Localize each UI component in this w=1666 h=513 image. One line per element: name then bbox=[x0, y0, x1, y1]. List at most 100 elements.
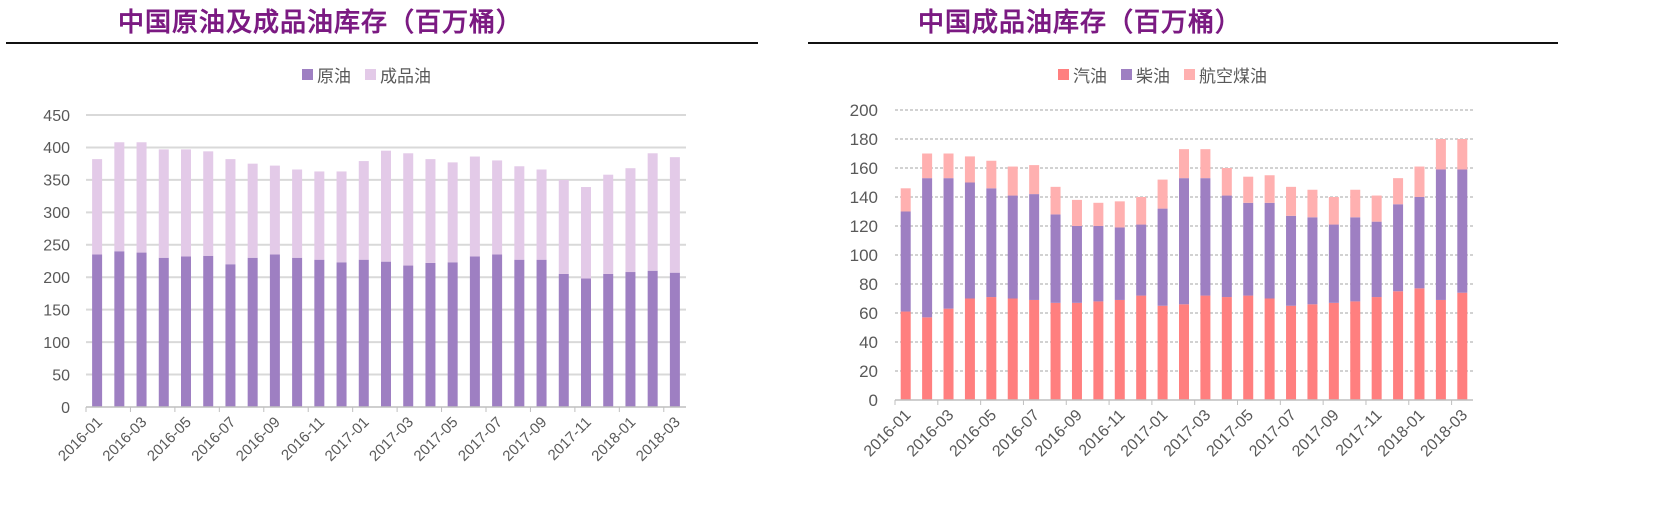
bar-stack-2016-01 bbox=[92, 159, 103, 407]
legend-label-diesel: 柴油 bbox=[1136, 67, 1170, 87]
bar-segment bbox=[314, 171, 325, 260]
legend-swatch-products bbox=[365, 69, 376, 80]
legend-item-products: 成品油 bbox=[365, 62, 431, 87]
bar-segment bbox=[900, 188, 911, 212]
bar-segment bbox=[1093, 226, 1104, 302]
bar-segment bbox=[1157, 305, 1168, 400]
y-tick-label: 180 bbox=[850, 130, 878, 149]
x-tick-label: 2016-01 bbox=[55, 414, 106, 465]
bar-stack-2016-07 bbox=[1029, 165, 1040, 400]
x-tick-label: 2016-03 bbox=[99, 414, 150, 465]
bar-segment bbox=[292, 169, 303, 258]
x-tick-label: 2017-03 bbox=[366, 414, 417, 465]
bar-segment bbox=[1136, 197, 1147, 225]
bar-stack-2016-08 bbox=[1050, 186, 1061, 400]
y-tick-label: 300 bbox=[43, 205, 70, 222]
bar-segment bbox=[447, 262, 458, 407]
bar-stack-2016-04 bbox=[158, 149, 169, 407]
y-tick-label: 120 bbox=[850, 217, 878, 236]
bar-segment bbox=[1136, 224, 1147, 296]
bar-segment bbox=[158, 257, 169, 407]
bar-segment bbox=[1071, 226, 1082, 303]
bar-stack-2018-01 bbox=[625, 168, 636, 407]
bar-segment bbox=[225, 159, 236, 265]
bar-segment bbox=[1007, 298, 1018, 400]
bar-stack-2017-06 bbox=[469, 156, 480, 407]
bar-segment bbox=[292, 257, 303, 407]
x-tick-label: 2018-03 bbox=[633, 414, 684, 465]
bar-segment bbox=[1435, 299, 1446, 400]
legend-swatch-crude bbox=[302, 69, 313, 80]
y-tick-label: 150 bbox=[43, 302, 70, 319]
legend-item-gasoline: 汽油 bbox=[1058, 62, 1107, 87]
bar-segment bbox=[647, 153, 658, 271]
right-chart-panel: 中国成品油库存（百万桶） 汽油 柴油 航空煤油 0 20 40 60 80 100 120 1… bbox=[800, 0, 1666, 513]
bar-segment bbox=[336, 171, 347, 263]
bar-segment bbox=[1264, 202, 1275, 299]
y-tick-label: 0 bbox=[61, 400, 70, 417]
bar-segment bbox=[1157, 208, 1168, 306]
legend-swatch-diesel bbox=[1121, 69, 1132, 80]
bar-segment bbox=[964, 298, 975, 400]
bar-stack-2016-09 bbox=[269, 165, 280, 407]
x-tick-label: 2016-07 bbox=[188, 414, 239, 465]
bar-stack-2016-06 bbox=[1007, 166, 1018, 400]
x-tick-label: 2018-03 bbox=[1418, 407, 1472, 461]
legend-item-diesel: 柴油 bbox=[1121, 62, 1170, 87]
bar-segment bbox=[536, 169, 547, 260]
bar-segment bbox=[986, 160, 997, 189]
right-chart-title: 中国成品油库存（百万桶） bbox=[918, 8, 1243, 38]
bar-segment bbox=[1221, 195, 1232, 298]
y-tick-label: 100 bbox=[850, 246, 878, 265]
bar-segment bbox=[381, 261, 391, 407]
bar-segment bbox=[922, 153, 933, 179]
right-chart-plot: 0204060801001201401601802002016-012016-0… bbox=[850, 101, 1473, 461]
x-tick-label: 2016-05 bbox=[144, 414, 195, 465]
bar-stack-2016-11 bbox=[314, 171, 325, 407]
bar-stack-2017-01 bbox=[1157, 179, 1168, 400]
bar-segment bbox=[922, 178, 933, 318]
bar-segment bbox=[269, 165, 280, 255]
bar-segment bbox=[1050, 214, 1061, 303]
bar-segment bbox=[1393, 291, 1404, 400]
bar-stack-2016-11 bbox=[1114, 201, 1125, 400]
bar-stack-2016-10 bbox=[1093, 202, 1104, 400]
y-tick-label: 250 bbox=[43, 238, 70, 255]
x-tick-label: 2017-05 bbox=[411, 414, 462, 465]
bar-stack-2017-07 bbox=[492, 160, 503, 407]
bar-stack-2017-04 bbox=[1221, 168, 1232, 400]
legend-item-crude: 原油 bbox=[302, 62, 351, 87]
right-chart-legend: 汽油 柴油 航空煤油 bbox=[1058, 62, 1267, 87]
bar-segment bbox=[1114, 201, 1125, 228]
legend-label-crude: 原油 bbox=[317, 67, 351, 87]
bar-segment bbox=[943, 308, 954, 400]
bar-segment bbox=[136, 252, 147, 407]
bar-stack-2016-12 bbox=[336, 171, 347, 407]
bar-segment bbox=[1328, 302, 1339, 400]
bar-segment bbox=[1371, 221, 1382, 298]
bar-segment bbox=[669, 272, 680, 407]
bar-segment bbox=[1435, 139, 1446, 170]
bar-segment bbox=[381, 150, 391, 262]
bar-stack-2017-05 bbox=[447, 162, 458, 407]
bar-segment bbox=[669, 157, 680, 273]
bar-segment bbox=[1179, 178, 1189, 305]
bar-segment bbox=[558, 273, 569, 407]
bar-segment bbox=[1200, 149, 1211, 179]
bar-segment bbox=[181, 149, 191, 257]
bar-segment bbox=[158, 149, 169, 258]
bar-segment bbox=[1286, 305, 1297, 400]
y-tick-label: 350 bbox=[43, 173, 70, 190]
legend-item-jet-fuel: 航空煤油 bbox=[1184, 62, 1267, 87]
bar-segment bbox=[943, 153, 954, 179]
bar-stack-2016-10 bbox=[292, 169, 303, 407]
bar-stack-2016-07 bbox=[225, 159, 236, 407]
y-tick-label: 140 bbox=[850, 188, 878, 207]
bar-stack-2017-02 bbox=[1179, 149, 1189, 400]
bar-stack-2017-12 bbox=[603, 174, 614, 407]
bar-segment bbox=[1328, 197, 1339, 225]
bar-segment bbox=[536, 259, 547, 407]
bar-segment bbox=[986, 188, 997, 298]
bar-segment bbox=[336, 262, 347, 407]
right-title-divider bbox=[808, 42, 1558, 44]
